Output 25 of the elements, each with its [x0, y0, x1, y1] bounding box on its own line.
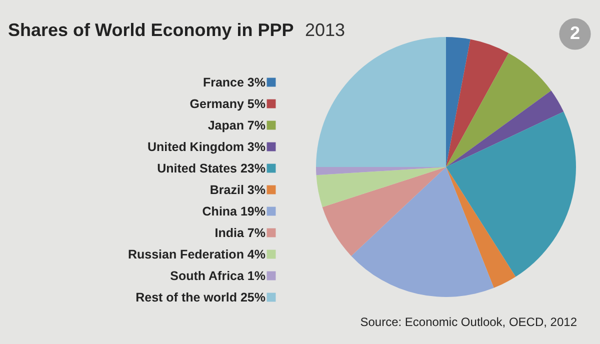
pie-slice [446, 167, 516, 288]
pie-slice [316, 37, 446, 167]
legend-label: Japan 7% [208, 118, 266, 132]
legend-label: Germany 5% [190, 96, 266, 111]
pie-slice [446, 39, 509, 167]
pie-slice [446, 90, 564, 167]
legend-label: France 3% [202, 75, 266, 90]
legend-label: United Kingdom 3% [147, 140, 266, 154]
text: 2 [570, 23, 580, 43]
pie-slice [316, 167, 446, 208]
pie-slice [446, 53, 552, 167]
legend-label: Rest of the world 25% [136, 290, 266, 304]
legend-label: South Africa 1% [170, 268, 266, 283]
chart-title: Shares of World Economy in PPP [8, 20, 294, 40]
pie-slice [446, 112, 576, 277]
pie-slice [446, 37, 470, 167]
chart-subtitle: 2013 [305, 20, 346, 40]
legend-label: China 19% [202, 204, 266, 218]
legend-label: Russian Federation 4% [128, 247, 266, 262]
legend-label: India 7% [214, 226, 266, 240]
legend-label: United States 23% [157, 161, 266, 176]
source-note: Source: Economic Outlook, OECD, 2012 [360, 315, 578, 329]
legend-label: Brazil 3% [210, 182, 266, 197]
pie-slice [322, 167, 446, 256]
pie-slice [351, 167, 494, 297]
